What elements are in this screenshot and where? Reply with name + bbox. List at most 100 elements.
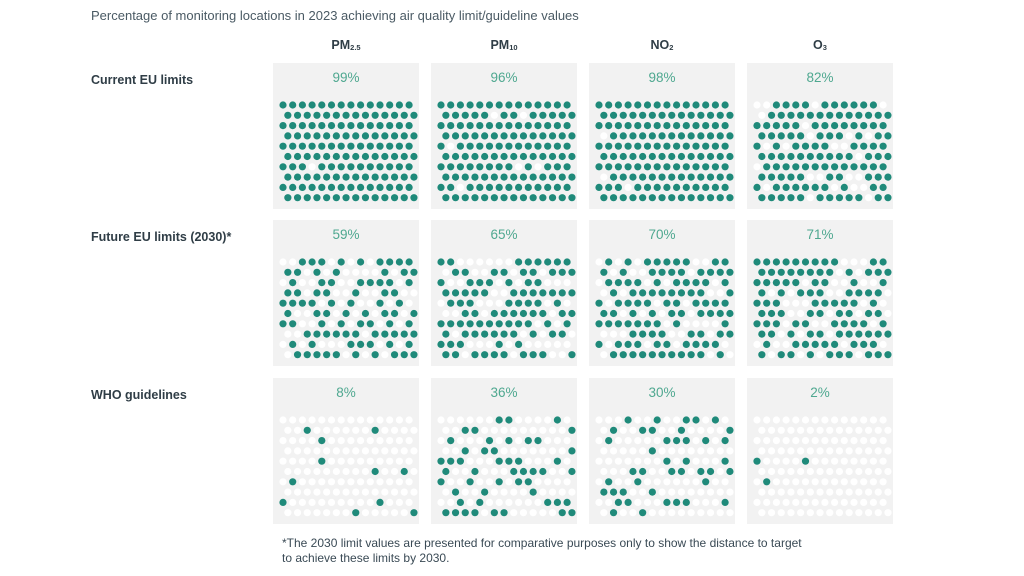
dot-achieved [846, 351, 853, 358]
dot-achieved [846, 310, 853, 317]
dot-achieved [539, 174, 546, 181]
dot-achieved [471, 132, 478, 139]
dot-achieved [688, 289, 695, 296]
dot-not-achieved [763, 458, 770, 465]
dot-not-achieved [313, 489, 320, 496]
dot-not-achieved [500, 427, 507, 434]
dot-achieved [467, 101, 474, 108]
dot-not-achieved [544, 279, 551, 286]
dot-achieved [376, 258, 383, 265]
dot-not-achieved [758, 509, 765, 516]
dot-not-achieved [376, 320, 383, 327]
dot-not-achieved [688, 310, 695, 317]
dot-achieved [865, 289, 872, 296]
dot-achieved [722, 437, 729, 444]
dot-achieved [697, 112, 704, 119]
dot-achieved [313, 153, 320, 160]
dot-not-achieved [634, 416, 641, 423]
dot-achieved [649, 112, 656, 119]
dot-achieved [462, 310, 469, 317]
dot-achieved [816, 112, 823, 119]
dot-achieved [386, 320, 393, 327]
dot-achieved [797, 132, 804, 139]
dot-achieved [773, 143, 780, 150]
dot-achieved [299, 163, 306, 170]
dot-achieved [644, 320, 651, 327]
dot-not-achieved [855, 351, 862, 358]
dot-achieved [726, 468, 733, 475]
dot-achieved [683, 163, 690, 170]
dot-not-achieved [605, 341, 612, 348]
dot-achieved [500, 331, 507, 338]
dot-achieved [471, 331, 478, 338]
dot-achieved [457, 499, 464, 506]
dot-achieved [323, 289, 330, 296]
dot-not-achieved [778, 509, 785, 516]
dot-not-achieved [831, 143, 838, 150]
dot-not-achieved [600, 468, 607, 475]
dot-not-achieved [386, 437, 393, 444]
dot-not-achieved [688, 447, 695, 454]
dot-achieved [471, 153, 478, 160]
dot-not-achieved [846, 468, 853, 475]
dot-not-achieved [792, 300, 799, 307]
dot-achieved [870, 101, 877, 108]
dot-not-achieved [712, 499, 719, 506]
dot-achieved [768, 269, 775, 276]
dot-achieved [712, 341, 719, 348]
dot-achieved [318, 163, 325, 170]
waffle-dots [747, 378, 893, 524]
dot-achieved [802, 320, 809, 327]
dot-not-achieved [634, 258, 641, 265]
dot-not-achieved [559, 468, 566, 475]
dot-not-achieved [783, 458, 790, 465]
dot-achieved [452, 112, 459, 119]
dot-achieved [884, 331, 891, 338]
dot-not-achieved [471, 489, 478, 496]
dot-achieved [313, 310, 320, 317]
dot-achieved [797, 269, 804, 276]
dot-achieved [372, 331, 379, 338]
dot-achieved [880, 122, 887, 129]
dot-not-achieved [376, 458, 383, 465]
dot-achieved [707, 174, 714, 181]
dot-not-achieved [564, 458, 571, 465]
dot-achieved [372, 153, 379, 160]
dot-not-achieved [352, 468, 359, 475]
dot-achieved [846, 289, 853, 296]
dot-not-achieved [826, 509, 833, 516]
dot-not-achieved [773, 458, 780, 465]
dot-not-achieved [367, 478, 374, 485]
dot-not-achieved [338, 458, 345, 465]
dot-not-achieved [410, 468, 417, 475]
dot-not-achieved [362, 351, 369, 358]
dot-not-achieved [486, 341, 493, 348]
dot-not-achieved [792, 437, 799, 444]
dot-achieved [797, 289, 804, 296]
dot-achieved [836, 112, 843, 119]
dot-not-achieved [525, 416, 532, 423]
dot-not-achieved [673, 458, 680, 465]
dot-achieved [802, 163, 809, 170]
dot-achieved [437, 163, 444, 170]
dot-achieved [568, 174, 575, 181]
dot-achieved [802, 101, 809, 108]
dot-achieved [792, 258, 799, 265]
dot-not-achieved [658, 509, 665, 516]
dot-not-achieved [500, 489, 507, 496]
dot-achieved [486, 143, 493, 150]
dot-achieved [860, 341, 867, 348]
dot-achieved [534, 143, 541, 150]
chart-title: Percentage of monitoring locations in 20… [91, 8, 579, 23]
dot-not-achieved [707, 447, 714, 454]
dot-not-achieved [372, 509, 379, 516]
dot-not-achieved [595, 416, 602, 423]
dot-achieved [437, 258, 444, 265]
dot-achieved [496, 320, 503, 327]
dot-achieved [328, 143, 335, 150]
dot-achieved [629, 289, 636, 296]
dot-achieved [481, 153, 488, 160]
dot-not-achieved [362, 331, 369, 338]
dot-not-achieved [615, 437, 622, 444]
dot-not-achieved [880, 478, 887, 485]
